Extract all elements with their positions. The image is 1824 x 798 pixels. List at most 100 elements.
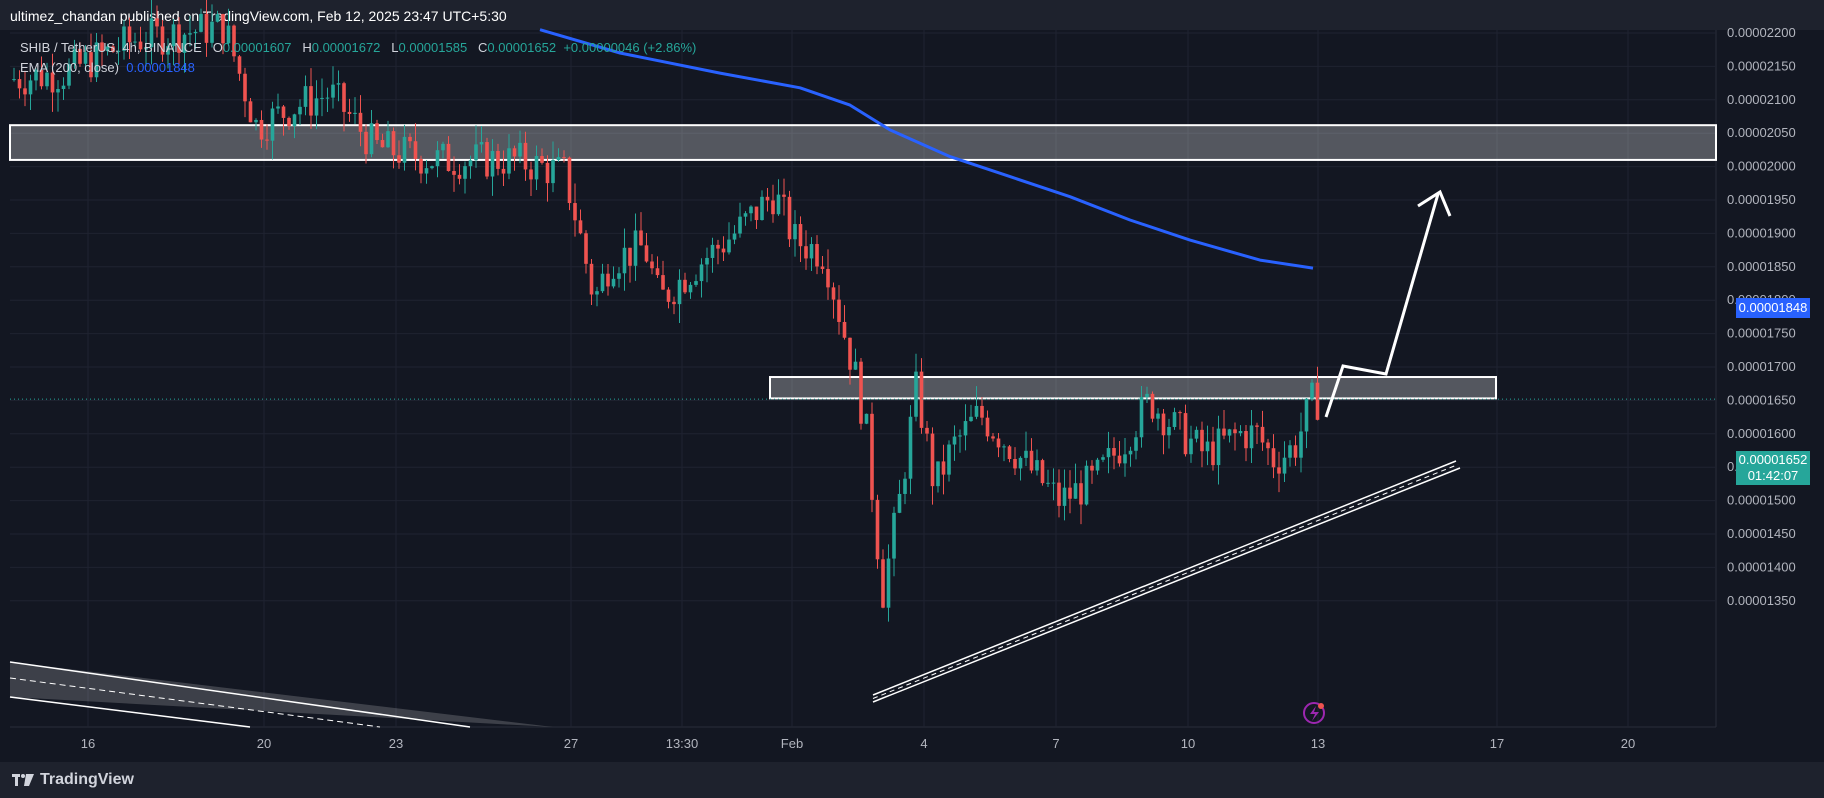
bullish-candle [903, 478, 907, 494]
high-value: 0.00001672 [311, 40, 381, 55]
bearish-candle [716, 244, 720, 249]
bullish-candle [353, 112, 357, 114]
bearish-candle [265, 139, 269, 141]
bullish-candle [743, 213, 748, 217]
bearish-candle [919, 371, 924, 428]
bearish-candle [1178, 412, 1182, 414]
bullish-candle [276, 106, 280, 109]
bearish-candle [848, 337, 852, 370]
y-tick-label: 0.00002200 [1727, 25, 1796, 40]
bullish-candle [133, 41, 137, 43]
bearish-candle [870, 413, 874, 500]
bullish-candle [897, 493, 902, 513]
price-chart[interactable]: 0.00002200 0.00002150 0.00002100 0.00002050… [0, 0, 1824, 762]
bearish-candle [501, 168, 506, 174]
bullish-candle [1002, 446, 1006, 448]
y-tick-label: 0.00001850 [1727, 259, 1796, 274]
chart-legend: SHIB / TetherUS, 4h, BINANCE O0.00001607… [20, 38, 696, 78]
projection-arrow [1324, 193, 1440, 418]
y-tick-label: 0.00001500 [1727, 493, 1796, 508]
bullish-candle [864, 413, 869, 424]
ema-line [10, 28, 1716, 400]
bullish-candle [12, 79, 16, 81]
bullish-candle [226, 25, 231, 44]
bearish-candle [584, 233, 588, 264]
bullish-candle [622, 247, 627, 274]
y-axis: 0.00002200 0.00002150 0.00002100 0.00002050… [1727, 25, 1796, 608]
symbol-label[interactable]: SHIB / TetherUS, 4h, BINANCE [20, 40, 202, 55]
chart-grid [10, 30, 1824, 728]
bullish-candle [677, 279, 682, 305]
y-tick-label: 0.00001950 [1727, 192, 1796, 207]
bullish-candle [749, 206, 753, 214]
bearish-candle [89, 52, 93, 78]
bearish-candle [419, 159, 423, 174]
bearish-candle [155, 18, 159, 27]
bullish-candle [1018, 457, 1023, 469]
bullish-candle [1035, 460, 1039, 471]
bearish-candle [815, 244, 819, 267]
ascending-trendline-rail [872, 467, 1461, 703]
bearish-candle [1315, 382, 1320, 420]
lower-resistance-zone [769, 376, 1497, 400]
bullish-candle [182, 34, 187, 53]
bullish-candle [1194, 429, 1199, 439]
bullish-candle [94, 42, 99, 78]
y-tick-label: 0.00002050 [1727, 125, 1796, 140]
bearish-candle [160, 26, 165, 55]
open-label: O [212, 40, 223, 55]
bullish-candle [969, 416, 973, 422]
bearish-candle [804, 246, 808, 259]
bearish-candle [1266, 442, 1270, 449]
bullish-candle [710, 244, 715, 258]
bearish-candle [50, 72, 55, 93]
bearish-candle [259, 119, 264, 140]
bullish-candle [188, 33, 192, 35]
bullish-candle [430, 166, 434, 169]
bullish-candle [1084, 465, 1089, 505]
bearish-candle [1150, 393, 1155, 419]
bullish-candle [1139, 397, 1144, 438]
bearish-candle [1007, 446, 1012, 459]
bullish-candle [336, 83, 341, 85]
bearish-candle [523, 142, 528, 170]
bearish-candle [798, 224, 803, 247]
bearish-candle [980, 405, 984, 418]
open-value: 0.00001607 [222, 40, 292, 55]
bullish-candle [193, 31, 198, 34]
bearish-candle [1293, 445, 1298, 458]
bearish-candle [512, 148, 517, 157]
bullish-candle [1101, 457, 1105, 460]
bullish-candle [1062, 487, 1067, 506]
bullish-candle [1282, 457, 1287, 474]
publish-bar: ultimez_chandan published on TradingView… [0, 0, 1824, 30]
tradingview-logo[interactable]: TradingView [12, 771, 134, 789]
bearish-candle [1211, 441, 1215, 466]
ema-200-line [539, 28, 1314, 270]
low-label: L [391, 40, 399, 55]
bullish-candle [1310, 382, 1314, 399]
bearish-candle [1112, 448, 1116, 456]
bullish-candle [600, 273, 605, 292]
bearish-candle [413, 141, 418, 160]
bullish-candle [727, 239, 731, 253]
upper-resistance-zone [9, 124, 1717, 161]
bullish-candle [28, 80, 33, 95]
bullish-candle [402, 136, 407, 163]
bearish-candle [1271, 448, 1276, 468]
bearish-candle [1057, 482, 1061, 506]
bullish-candle [1205, 441, 1210, 452]
bullish-candle [1249, 425, 1254, 449]
descending-channel-center [9, 677, 381, 728]
bullish-candle [298, 106, 302, 115]
ema-label[interactable]: EMA (200, close) [20, 60, 119, 75]
bullish-candle [617, 273, 621, 279]
bearish-candle [364, 131, 368, 155]
bearish-candle [650, 261, 654, 269]
bearish-candle [881, 559, 885, 608]
close-value: 0.00001652 [487, 40, 557, 55]
bullish-candle [1216, 428, 1221, 466]
x-tick-label: 20 [257, 736, 271, 751]
bullish-candle [144, 47, 148, 50]
bearish-candle [1222, 428, 1226, 436]
